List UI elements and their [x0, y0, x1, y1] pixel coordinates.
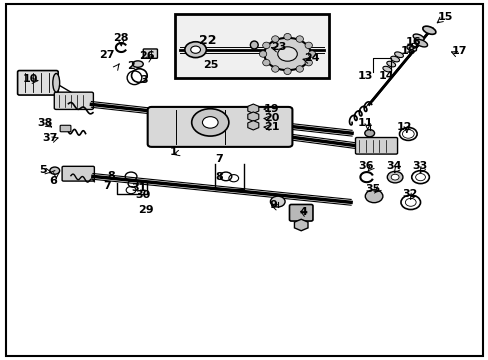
- Ellipse shape: [295, 66, 303, 72]
- Text: 37: 37: [42, 132, 58, 143]
- Text: 4: 4: [299, 207, 306, 217]
- Text: 2: 2: [127, 60, 135, 71]
- Text: 26: 26: [139, 51, 154, 61]
- Text: 29: 29: [138, 204, 153, 215]
- Text: 24: 24: [304, 53, 319, 63]
- FancyBboxPatch shape: [62, 166, 94, 181]
- Text: 9: 9: [268, 200, 276, 210]
- Ellipse shape: [262, 59, 269, 66]
- Circle shape: [386, 171, 402, 183]
- Text: 18: 18: [400, 46, 415, 56]
- Ellipse shape: [264, 38, 310, 70]
- Text: 14: 14: [378, 71, 393, 81]
- Text: 13: 13: [357, 71, 373, 81]
- Text: 22: 22: [199, 34, 216, 47]
- Text: 16: 16: [405, 37, 420, 48]
- Text: 23: 23: [270, 42, 286, 52]
- Ellipse shape: [271, 66, 278, 72]
- Circle shape: [390, 174, 398, 180]
- Text: 7: 7: [215, 154, 223, 164]
- Circle shape: [50, 167, 60, 174]
- Text: 25: 25: [203, 60, 219, 70]
- Ellipse shape: [53, 73, 60, 92]
- Text: 30: 30: [135, 190, 150, 200]
- Ellipse shape: [250, 41, 258, 49]
- Ellipse shape: [394, 52, 403, 58]
- Text: 12: 12: [396, 122, 412, 132]
- Text: 8: 8: [215, 172, 223, 182]
- Ellipse shape: [307, 51, 315, 57]
- Text: 7: 7: [103, 181, 111, 192]
- Text: 8: 8: [107, 171, 115, 181]
- Text: 32: 32: [401, 189, 417, 199]
- Text: 33: 33: [411, 161, 427, 171]
- FancyBboxPatch shape: [355, 138, 397, 154]
- Ellipse shape: [132, 61, 143, 67]
- Text: 28: 28: [113, 33, 129, 43]
- Ellipse shape: [305, 59, 312, 66]
- Circle shape: [184, 42, 206, 58]
- Ellipse shape: [259, 51, 266, 57]
- Ellipse shape: [412, 34, 423, 41]
- Text: 36: 36: [357, 161, 373, 171]
- Circle shape: [277, 47, 297, 61]
- Circle shape: [364, 130, 374, 137]
- FancyBboxPatch shape: [18, 71, 58, 95]
- Circle shape: [202, 117, 218, 128]
- Ellipse shape: [422, 26, 435, 34]
- Text: 15: 15: [436, 12, 452, 22]
- Ellipse shape: [386, 61, 395, 67]
- Text: 27: 27: [99, 50, 114, 60]
- Ellipse shape: [262, 42, 269, 49]
- Text: 6: 6: [49, 176, 57, 186]
- Ellipse shape: [415, 40, 427, 47]
- Text: 21: 21: [263, 122, 279, 132]
- Text: 11: 11: [357, 118, 373, 128]
- Ellipse shape: [382, 66, 391, 72]
- Circle shape: [191, 109, 228, 136]
- Ellipse shape: [295, 36, 303, 42]
- FancyBboxPatch shape: [147, 107, 292, 147]
- Ellipse shape: [271, 36, 278, 42]
- Circle shape: [190, 46, 200, 53]
- Text: 20: 20: [263, 113, 279, 123]
- Text: 17: 17: [451, 46, 467, 56]
- Text: 34: 34: [385, 161, 401, 171]
- Text: 1: 1: [169, 147, 177, 157]
- Ellipse shape: [390, 56, 399, 62]
- Ellipse shape: [283, 68, 290, 75]
- Text: 19: 19: [263, 104, 279, 114]
- Circle shape: [365, 190, 382, 203]
- FancyBboxPatch shape: [143, 49, 157, 58]
- Text: 10: 10: [22, 74, 38, 84]
- Text: 5: 5: [39, 165, 47, 175]
- Text: 3: 3: [140, 75, 148, 85]
- Ellipse shape: [305, 42, 312, 49]
- Ellipse shape: [406, 45, 416, 51]
- FancyBboxPatch shape: [54, 92, 93, 109]
- Circle shape: [270, 196, 285, 207]
- Text: 31: 31: [131, 183, 147, 193]
- FancyBboxPatch shape: [289, 204, 312, 221]
- Text: 38: 38: [37, 118, 53, 128]
- FancyBboxPatch shape: [60, 125, 71, 132]
- Bar: [175, 14, 328, 78]
- Text: 35: 35: [364, 184, 380, 194]
- Ellipse shape: [283, 33, 290, 40]
